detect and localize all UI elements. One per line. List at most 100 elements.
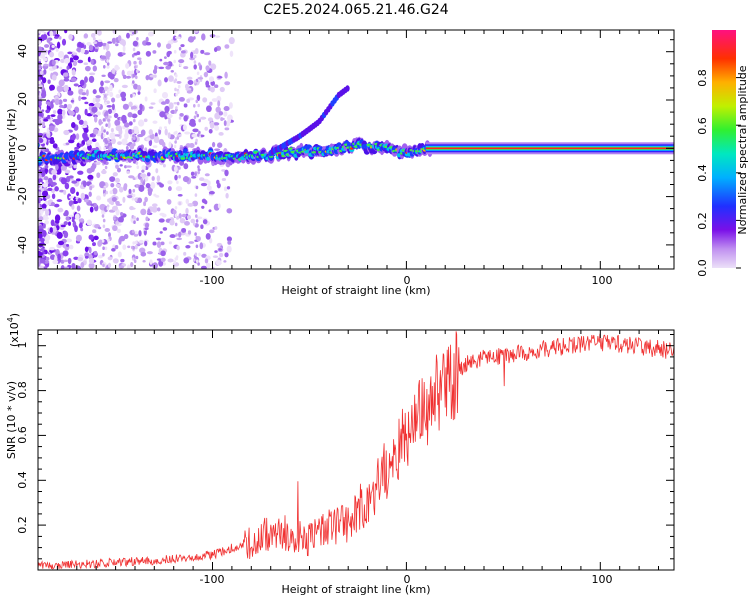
- noise-speck: [90, 203, 94, 207]
- noise-speck: [42, 223, 46, 229]
- noise-speck: [130, 106, 134, 110]
- noise-speck: [42, 208, 47, 212]
- noise-speck: [163, 61, 170, 66]
- noise-speck: [172, 209, 177, 215]
- noise-speck: [200, 265, 208, 269]
- noise-speck: [102, 218, 106, 223]
- noise-speck: [209, 121, 215, 129]
- noise-speck: [158, 126, 163, 131]
- noise-speck: [224, 127, 230, 131]
- noise-speck: [131, 129, 135, 133]
- noise-speck: [138, 60, 142, 65]
- noise-speck: [133, 83, 139, 90]
- noise-speck: [127, 112, 133, 118]
- noise-speck: [112, 172, 118, 177]
- noise-speck: [190, 218, 196, 224]
- noise-speck: [192, 30, 199, 33]
- noise-speck: [188, 143, 195, 148]
- noise-speck: [178, 166, 181, 170]
- noise-speck: [97, 39, 102, 43]
- noise-speck: [177, 193, 183, 197]
- noise-speck: [91, 138, 97, 142]
- noise-speck: [190, 51, 194, 59]
- noise-speck: [192, 128, 199, 133]
- noise-speck: [73, 256, 79, 260]
- noise-speck: [131, 53, 135, 58]
- noise-speck: [109, 190, 114, 195]
- noise-speck: [132, 47, 136, 52]
- noise-speck: [133, 220, 136, 224]
- noise-speck: [78, 119, 84, 125]
- noise-speck: [127, 245, 131, 249]
- noise-speck: [145, 216, 149, 222]
- noise-speck: [132, 93, 136, 98]
- colorbar-tick-0-2: 0.2: [696, 212, 709, 230]
- noise-speck: [76, 205, 81, 212]
- noise-speck: [219, 86, 225, 93]
- noise-speck: [153, 136, 160, 144]
- noise-speck: [166, 199, 172, 205]
- noise-speck: [175, 255, 179, 259]
- noise-speck: [208, 60, 212, 66]
- noise-speck: [63, 212, 68, 217]
- noise-speck: [54, 36, 59, 39]
- noise-speck: [54, 186, 59, 192]
- noise-speck: [96, 111, 102, 116]
- noise-speck: [68, 34, 73, 40]
- noise-speck: [227, 240, 232, 245]
- noise-speck: [91, 106, 98, 113]
- noise-speck: [67, 103, 72, 110]
- noise-speck: [218, 248, 223, 251]
- noise-speck: [126, 170, 131, 174]
- noise-speck: [224, 81, 231, 86]
- noise-speck: [38, 65, 43, 69]
- noise-speck: [83, 127, 89, 133]
- noise-speck: [195, 99, 199, 104]
- noise-speck: [183, 257, 190, 264]
- noise-speck: [94, 97, 101, 103]
- noise-speck: [88, 257, 95, 265]
- noise-speck: [176, 237, 183, 241]
- noise-speck: [173, 49, 177, 54]
- noise-speck: [56, 199, 63, 203]
- noise-speck: [224, 71, 228, 79]
- noise-speck: [69, 57, 74, 61]
- noise-speck: [126, 264, 131, 269]
- noise-speck: [87, 174, 94, 180]
- noise-speck: [138, 230, 142, 237]
- noise-speck: [159, 58, 163, 62]
- noise-speck: [214, 226, 218, 230]
- noise-speck: [217, 75, 223, 79]
- noise-speck: [117, 167, 121, 173]
- noise-speck: [175, 233, 178, 237]
- noise-speck: [81, 92, 87, 96]
- noise-speck: [220, 117, 225, 121]
- noise-speck: [152, 145, 158, 148]
- noise-speck: [41, 30, 45, 33]
- noise-speck: [144, 96, 148, 102]
- noise-speck: [106, 59, 109, 63]
- noise-speck: [151, 176, 155, 181]
- ridge-peak: [32, 148, 36, 150]
- noise-speck: [73, 164, 78, 169]
- noise-speck: [185, 198, 190, 205]
- noise-speck: [92, 229, 97, 234]
- noise-speck: [77, 257, 84, 262]
- noise-speck: [111, 37, 116, 44]
- noise-speck: [101, 74, 106, 78]
- noise-speck: [204, 200, 208, 205]
- noise-speck: [60, 58, 65, 64]
- noise-speck: [161, 91, 169, 99]
- noise-speck: [54, 214, 61, 222]
- noise-speck: [118, 237, 122, 245]
- noise-speck: [135, 255, 139, 260]
- noise-speck: [135, 75, 138, 80]
- noise-speck: [212, 255, 219, 259]
- noise-speck: [106, 62, 110, 66]
- noise-speck: [111, 103, 115, 111]
- noise-speck: [135, 161, 139, 165]
- noise-speck: [179, 112, 184, 117]
- noise-speck: [101, 169, 107, 175]
- noise-speck: [113, 77, 119, 83]
- noise-speck: [41, 77, 47, 84]
